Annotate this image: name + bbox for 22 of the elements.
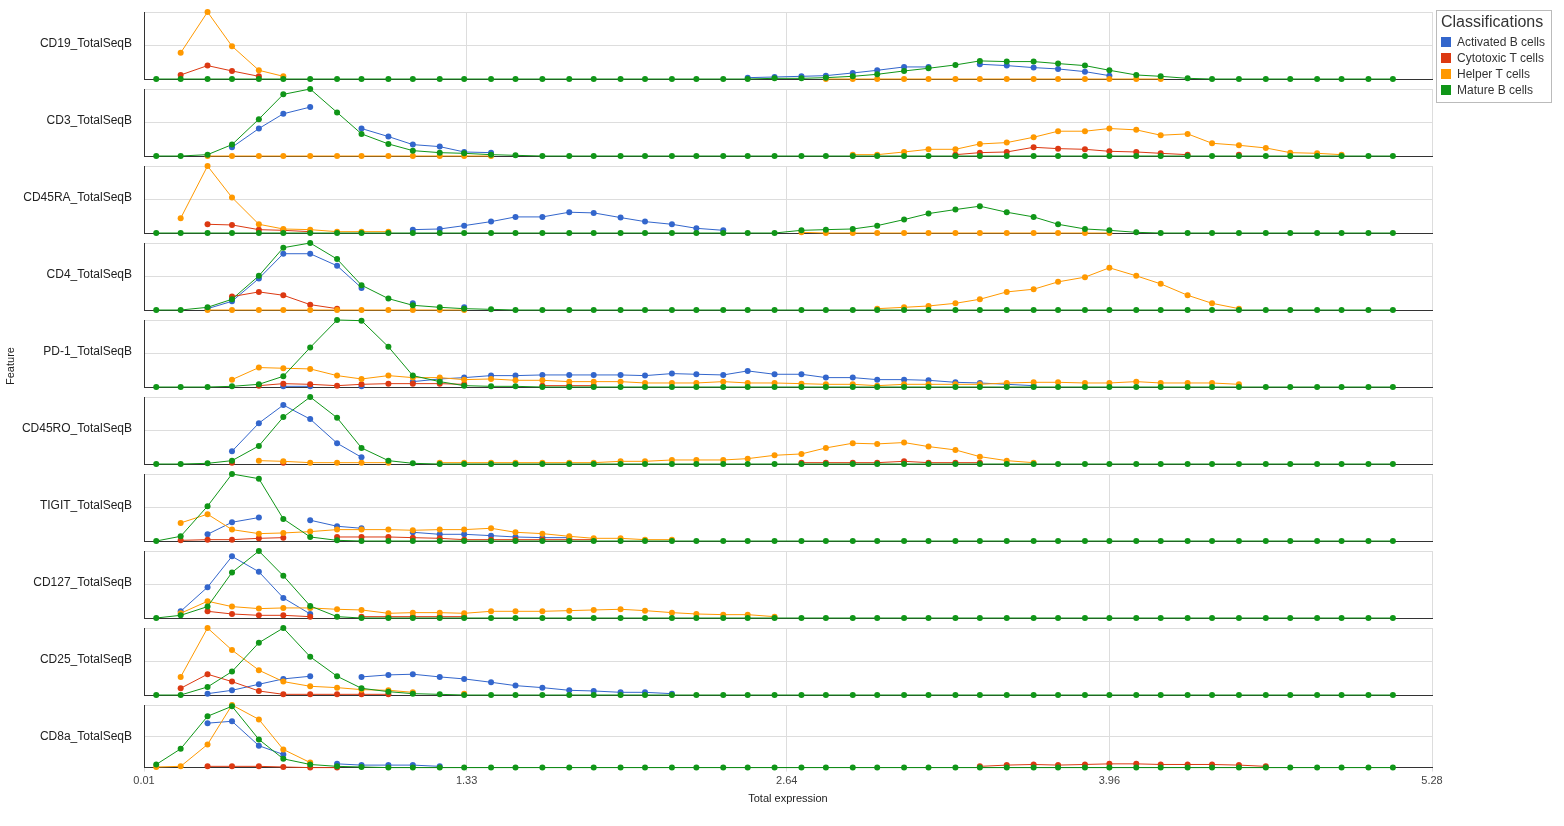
x-tick-label: 1.33 bbox=[455, 774, 478, 787]
legend-label: Activated B cells bbox=[1457, 34, 1546, 50]
x-tick-label: 3.96 bbox=[1098, 774, 1121, 787]
x-tick-label: 0.01 bbox=[133, 774, 155, 787]
text: CD19_TotalSeqB bbox=[39, 36, 132, 50]
text: CD127_TotalSeqB bbox=[33, 575, 132, 589]
y-axis-title: Feature bbox=[4, 347, 16, 385]
legend-label: Helper T cells bbox=[1457, 66, 1530, 82]
text: CD25_TotalSeqB bbox=[39, 652, 132, 666]
text: CD45RA_TotalSeqB bbox=[23, 190, 132, 204]
x-tick-label: 2.64 bbox=[776, 774, 798, 787]
text: TIGIT_TotalSeqB bbox=[39, 498, 132, 512]
x-axis-title: Total expression bbox=[748, 792, 828, 805]
text: CD45RO_TotalSeqB bbox=[21, 421, 132, 435]
text: CD3_TotalSeqB bbox=[46, 113, 132, 127]
x-tick-label: 5.28 bbox=[1421, 774, 1443, 787]
text: PD-1_TotalSeqB bbox=[43, 344, 132, 358]
text: CD8a_TotalSeqB bbox=[39, 729, 132, 743]
legend-label: Cytotoxic T cells bbox=[1457, 50, 1544, 66]
legend-title: Classifications bbox=[1441, 13, 1545, 31]
legend-label: Mature B cells bbox=[1457, 82, 1534, 98]
text: CD4_TotalSeqB bbox=[46, 267, 132, 281]
